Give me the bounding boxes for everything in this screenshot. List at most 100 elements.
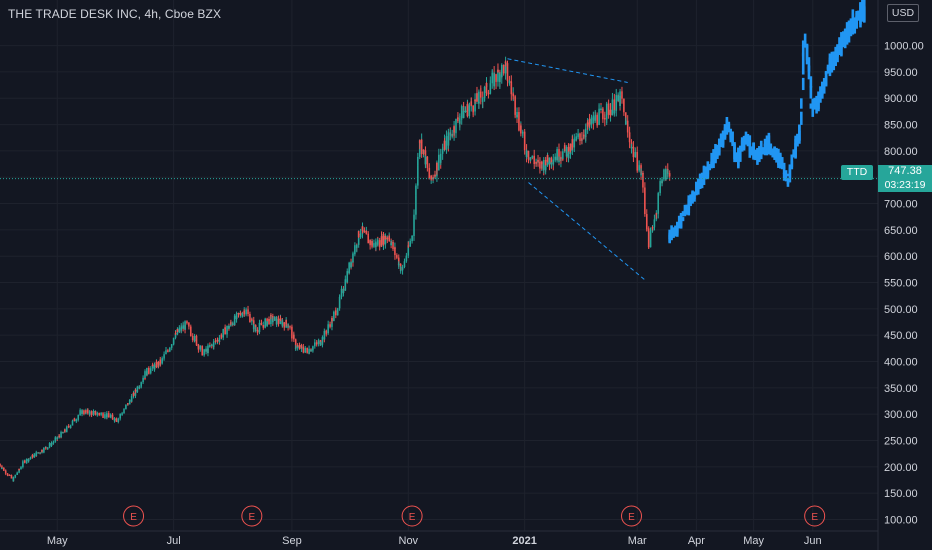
projection-bar (674, 225, 677, 232)
candle-body (333, 314, 335, 321)
candle-body (418, 140, 421, 144)
candle-body (323, 330, 326, 340)
projection-bar (798, 125, 801, 141)
candle-body (438, 164, 440, 171)
candle-body (651, 227, 654, 229)
candle-body (86, 409, 89, 414)
candle-body (659, 181, 661, 188)
candle-body (592, 115, 595, 124)
candle-body (344, 279, 347, 288)
candle-body (127, 403, 129, 405)
candle-body (474, 99, 476, 112)
candle-body (546, 155, 549, 162)
candle-body (22, 461, 24, 466)
x-tick-label: 2021 (512, 535, 536, 547)
candle-body (460, 106, 463, 115)
candle-body (77, 415, 80, 417)
candle-body (647, 228, 650, 246)
candle-body (644, 187, 646, 203)
candle-body (615, 95, 618, 102)
candle-body (449, 133, 452, 136)
candle-body (281, 322, 284, 326)
candle-body (256, 331, 259, 333)
candle-body (556, 149, 558, 161)
candle-body (636, 151, 639, 169)
candle-body (430, 175, 432, 180)
candle-body (125, 405, 127, 410)
candle-body (315, 343, 318, 345)
candle-body (12, 477, 15, 482)
candle-body (500, 64, 503, 77)
candle-body (98, 413, 101, 415)
projection-bar (784, 179, 788, 182)
candle-body (1, 466, 3, 468)
candle-body (388, 236, 391, 241)
currency-button[interactable]: USD (887, 4, 919, 22)
candle-body (600, 108, 602, 110)
projection-bar (840, 32, 843, 49)
candle-body (117, 418, 120, 422)
projection-bar (677, 215, 681, 229)
candle-body (342, 290, 345, 293)
projection-bar (824, 70, 828, 75)
projection-bar (819, 86, 822, 103)
candle-body (382, 234, 385, 245)
candle-body (390, 243, 392, 245)
candle-body (573, 139, 576, 148)
candle-body (604, 117, 606, 120)
projection-bar (838, 37, 841, 55)
candle-body (50, 443, 53, 446)
projection-bar (719, 133, 723, 144)
candle-body (226, 329, 228, 335)
chart-title: THE TRADE DESK INC, 4h, Cboe BZX (8, 7, 222, 21)
candle-body (182, 325, 184, 329)
projection-bar (775, 151, 778, 161)
candle-body (203, 349, 205, 354)
candle-body (144, 377, 146, 379)
projection-bar (788, 167, 792, 178)
x-tick-label: Sep (282, 535, 302, 547)
candle-body (3, 468, 5, 471)
candle-body (375, 241, 377, 248)
projection-bar (809, 103, 813, 109)
candle-body (434, 174, 436, 177)
candle-body (642, 172, 644, 188)
candle-body (268, 318, 270, 325)
candle-body (355, 244, 358, 248)
candle-body (121, 413, 123, 415)
candle-body (125, 404, 127, 406)
projection-bar (731, 141, 734, 144)
candle-body (376, 240, 379, 245)
candle-body (260, 323, 263, 326)
candle-body (130, 395, 133, 402)
candle-body (443, 140, 446, 150)
candle-body (90, 412, 93, 415)
candle-body (653, 219, 656, 227)
candle-body (481, 97, 484, 102)
candle-body (432, 177, 434, 179)
candle-body (439, 153, 442, 163)
projection-bar (779, 156, 782, 169)
candle-body (222, 328, 225, 334)
candle-body (161, 358, 163, 360)
candle-body (167, 350, 169, 352)
candle-body (649, 231, 652, 233)
candle-body (151, 364, 154, 369)
candle-body (428, 174, 431, 180)
projection-bar (727, 121, 731, 130)
candle-body (485, 82, 488, 94)
candle-body (321, 337, 324, 344)
candle-body (264, 318, 266, 321)
last-price-label: 747.38 (878, 165, 932, 178)
projection-bar (687, 195, 691, 214)
projection-bar (735, 153, 738, 160)
projection-bar (689, 194, 692, 207)
candle-body (111, 416, 114, 420)
projection-bar (700, 177, 704, 189)
candle-body (411, 235, 413, 237)
projection-bar (813, 103, 816, 110)
candle-body (640, 174, 642, 176)
candle-body (336, 308, 339, 314)
candle-body (266, 321, 268, 326)
